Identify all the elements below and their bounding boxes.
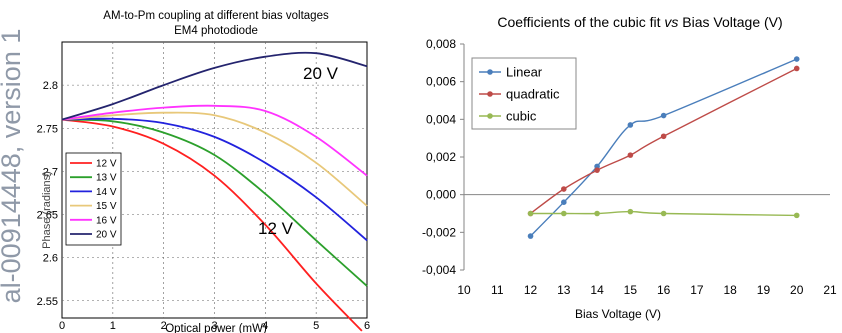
right-y-ticks: -0,004 -0,002 0,000 0,002 0,004 0,006 0,008 bbox=[422, 37, 464, 277]
right-y-tick-label: 0,008 bbox=[426, 37, 456, 51]
left-x-tick-label: 3 bbox=[211, 320, 217, 332]
left-y-axis-label: Phase (radians) bbox=[41, 171, 53, 249]
right-x-tick-label: 12 bbox=[524, 283, 538, 297]
left-x-tick-label: 5 bbox=[313, 320, 319, 332]
right-legend-swatch-marker bbox=[487, 91, 493, 97]
right-point-cubic bbox=[660, 210, 667, 217]
left-legend-label: 20 V bbox=[96, 230, 117, 241]
left-legend-box bbox=[65, 152, 122, 246]
right-series bbox=[527, 56, 800, 239]
right-point-linear bbox=[561, 199, 567, 205]
left-x-tick-label: 2 bbox=[161, 320, 167, 332]
left-legend-items: 12 V 13 V 14 V 15 V 16 V 20 V bbox=[70, 159, 117, 241]
right-x-ticks: 10 11 12 13 14 15 16 17 18 19 20 21 bbox=[457, 283, 837, 297]
left-y-tick-label: 2.75 bbox=[37, 123, 58, 135]
left-x-tick-label: 4 bbox=[262, 320, 268, 332]
right-x-tick-label: 15 bbox=[624, 283, 638, 297]
right-point-linear bbox=[627, 122, 634, 128]
right-y-tick-label: 0,002 bbox=[426, 150, 456, 164]
left-chart-title: AM-to-Pm coupling at different bias volt… bbox=[103, 10, 329, 22]
left-y-tick-label: 2.65 bbox=[37, 210, 58, 222]
left-annotation-20v: 20 V bbox=[303, 64, 339, 83]
right-point-quadratic bbox=[594, 167, 600, 173]
right-legend: Linear quadratic cubic bbox=[471, 57, 577, 130]
right-point-cubic bbox=[793, 212, 800, 219]
right-point-cubic bbox=[561, 210, 567, 217]
right-point-quadratic bbox=[561, 186, 567, 192]
right-legend-label: quadratic bbox=[506, 87, 560, 102]
right-x-tick-label: 10 bbox=[457, 283, 471, 297]
right-y-tick-label: -0,002 bbox=[422, 225, 456, 239]
left-y-tick-label: 2.8 bbox=[43, 80, 58, 92]
right-point-linear bbox=[660, 112, 667, 119]
right-point-quadratic bbox=[793, 65, 800, 72]
right-title-part-3: Bias Voltage (V) bbox=[678, 14, 782, 30]
left-series-line-14v bbox=[61, 117, 368, 242]
left-legend: 12 V 13 V 14 V 15 V 16 V 20 V bbox=[65, 152, 122, 246]
right-x-tick-label: 19 bbox=[757, 283, 771, 297]
right-y-tick-label: 0,004 bbox=[426, 112, 456, 126]
left-annotation-12v: 12 V bbox=[258, 219, 294, 238]
right-legend-items: Linear quadratic cubic bbox=[479, 65, 560, 124]
left-chart-subtitle: EM4 photodiode bbox=[174, 25, 258, 37]
right-y-tick-label: 0,000 bbox=[426, 188, 456, 202]
watermark: al-00914448, version 1 bbox=[0, 29, 26, 304]
left-x-tick-label: 1 bbox=[110, 320, 116, 332]
right-legend-label: cubic bbox=[506, 109, 537, 124]
right-legend-swatch-marker bbox=[487, 69, 493, 75]
right-point-linear bbox=[527, 233, 534, 239]
right-x-tick-label: 11 bbox=[491, 283, 504, 297]
right-title-part-2: vs bbox=[664, 14, 678, 30]
right-chart: Coefficients of the cubic fit vs Bias Vo… bbox=[422, 14, 837, 321]
left-chart: AM-to-Pm coupling at different bias volt… bbox=[37, 10, 370, 333]
right-x-tick-label: 17 bbox=[690, 283, 704, 297]
left-legend-label: 12 V bbox=[96, 159, 117, 170]
right-title-part-1: Coefficients of the cubic fit bbox=[497, 14, 664, 30]
left-series bbox=[61, 51, 368, 332]
left-y-tick-label: 2.6 bbox=[43, 253, 58, 265]
left-y-ticks: 2.55 2.6 2.65 2.7 2.75 2.8 bbox=[37, 80, 58, 308]
left-legend-label: 15 V bbox=[96, 201, 117, 212]
right-legend-label: Linear bbox=[506, 65, 543, 80]
left-legend-label: 16 V bbox=[96, 215, 117, 226]
right-x-tick-label: 21 bbox=[823, 283, 837, 297]
left-series-line-16v bbox=[61, 104, 368, 177]
right-x-tick-label: 13 bbox=[557, 283, 571, 297]
left-series-line-15v bbox=[61, 111, 368, 207]
right-y-tick-label: 0,006 bbox=[426, 75, 456, 89]
right-legend-swatch-marker bbox=[487, 113, 493, 119]
left-x-ticks: 0 1 2 3 4 5 6 bbox=[59, 320, 370, 332]
right-x-tick-label: 20 bbox=[790, 283, 804, 297]
right-x-tick-label: 14 bbox=[590, 283, 604, 297]
left-series-line-13v bbox=[61, 118, 368, 287]
right-point-quadratic bbox=[660, 133, 667, 140]
left-x-tick-label: 6 bbox=[364, 320, 370, 332]
right-chart-title: Coefficients of the cubic fit vs Bias Vo… bbox=[497, 14, 782, 30]
left-x-axis-label: Optical power (mW) bbox=[165, 323, 267, 333]
left-legend-label: 14 V bbox=[96, 187, 117, 198]
right-x-tick-label: 18 bbox=[724, 283, 738, 297]
left-x-tick-label: 0 bbox=[59, 320, 65, 332]
left-y-tick-label: 2.7 bbox=[43, 166, 58, 178]
left-series-line-20v bbox=[61, 51, 368, 121]
right-point-cubic bbox=[594, 210, 600, 217]
right-point-linear bbox=[793, 56, 800, 62]
right-point-cubic bbox=[627, 208, 634, 215]
left-y-tick-label: 2.55 bbox=[37, 296, 58, 308]
left-series-line-12v bbox=[61, 118, 363, 332]
left-legend-label: 13 V bbox=[96, 173, 117, 184]
right-x-axis-label: Bias Voltage (V) bbox=[575, 307, 661, 321]
right-point-cubic bbox=[527, 210, 534, 217]
right-y-tick-label: -0,004 bbox=[422, 263, 456, 277]
right-x-tick-label: 16 bbox=[657, 283, 671, 297]
right-point-quadratic bbox=[627, 152, 634, 158]
